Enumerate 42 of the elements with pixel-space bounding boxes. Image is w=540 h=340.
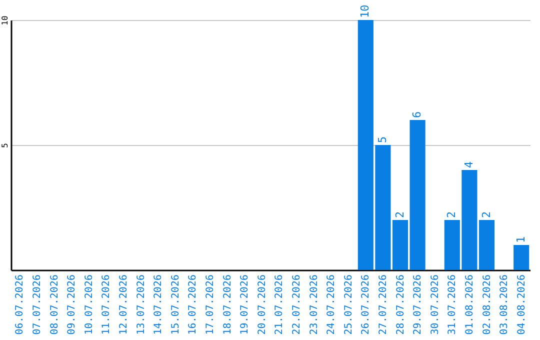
data-label: 1 (514, 236, 528, 243)
x-tick-label: 23.07.2026 (308, 274, 320, 335)
x-tick-label: 22.07.2026 (291, 274, 302, 335)
x-tick-label: 01.08.2026 (464, 274, 476, 335)
bar (478, 220, 495, 270)
x-tick-label: 29.07.2026 (412, 274, 424, 335)
x-tick-label: 19.07.2026 (240, 274, 251, 335)
x-tick-label: 04.08.2026 (516, 274, 528, 335)
bar (410, 120, 426, 270)
x-tick-label: 21.07.2026 (274, 274, 286, 335)
data-label: 2 (445, 211, 458, 218)
x-tick-label: 17.07.2026 (204, 274, 216, 335)
x-tick-label: 03.08.2026 (499, 274, 510, 335)
x-tick-label: 26.07.2026 (360, 274, 372, 335)
data-label: 2 (480, 211, 493, 218)
x-tick-label: 06.07.2026 (14, 274, 26, 335)
x-tick-label: 31.07.2026 (447, 274, 458, 335)
x-tick-label: 10.07.2026 (84, 274, 95, 335)
x-tick-label: 07.07.2026 (32, 274, 43, 335)
x-tick-label: 24.07.2026 (326, 274, 338, 335)
x-tick-label: 16.07.2026 (188, 274, 199, 335)
x-tick-label: 27.07.2026 (378, 274, 389, 335)
x-tick-label: 12.07.2026 (118, 274, 130, 335)
x-tick-label: 25.07.2026 (343, 274, 354, 335)
x-tick-label: 28.07.2026 (395, 274, 406, 335)
bar (514, 245, 530, 270)
x-tick-label: 08.07.2026 (49, 274, 60, 335)
data-label: 5 (376, 136, 389, 143)
x-tick-label: 20.07.2026 (256, 274, 268, 335)
x-tick-label: 13.07.2026 (136, 274, 147, 335)
x-tick-label: 30.07.2026 (430, 274, 441, 335)
x-tick-label: 15.07.2026 (170, 274, 182, 335)
data-label: 6 (410, 111, 424, 118)
x-tick-label: 09.07.2026 (66, 274, 78, 335)
x-tick-label: 14.07.2026 (153, 274, 164, 335)
x-tick-label: 02.08.2026 (482, 274, 493, 335)
x-tick-label: 11.07.2026 (101, 274, 112, 335)
data-label: 2 (393, 211, 406, 218)
x-tick-label: 18.07.2026 (222, 274, 234, 335)
bar (392, 220, 408, 270)
data-label: 4 (462, 161, 476, 168)
data-label: 10 (358, 4, 372, 18)
